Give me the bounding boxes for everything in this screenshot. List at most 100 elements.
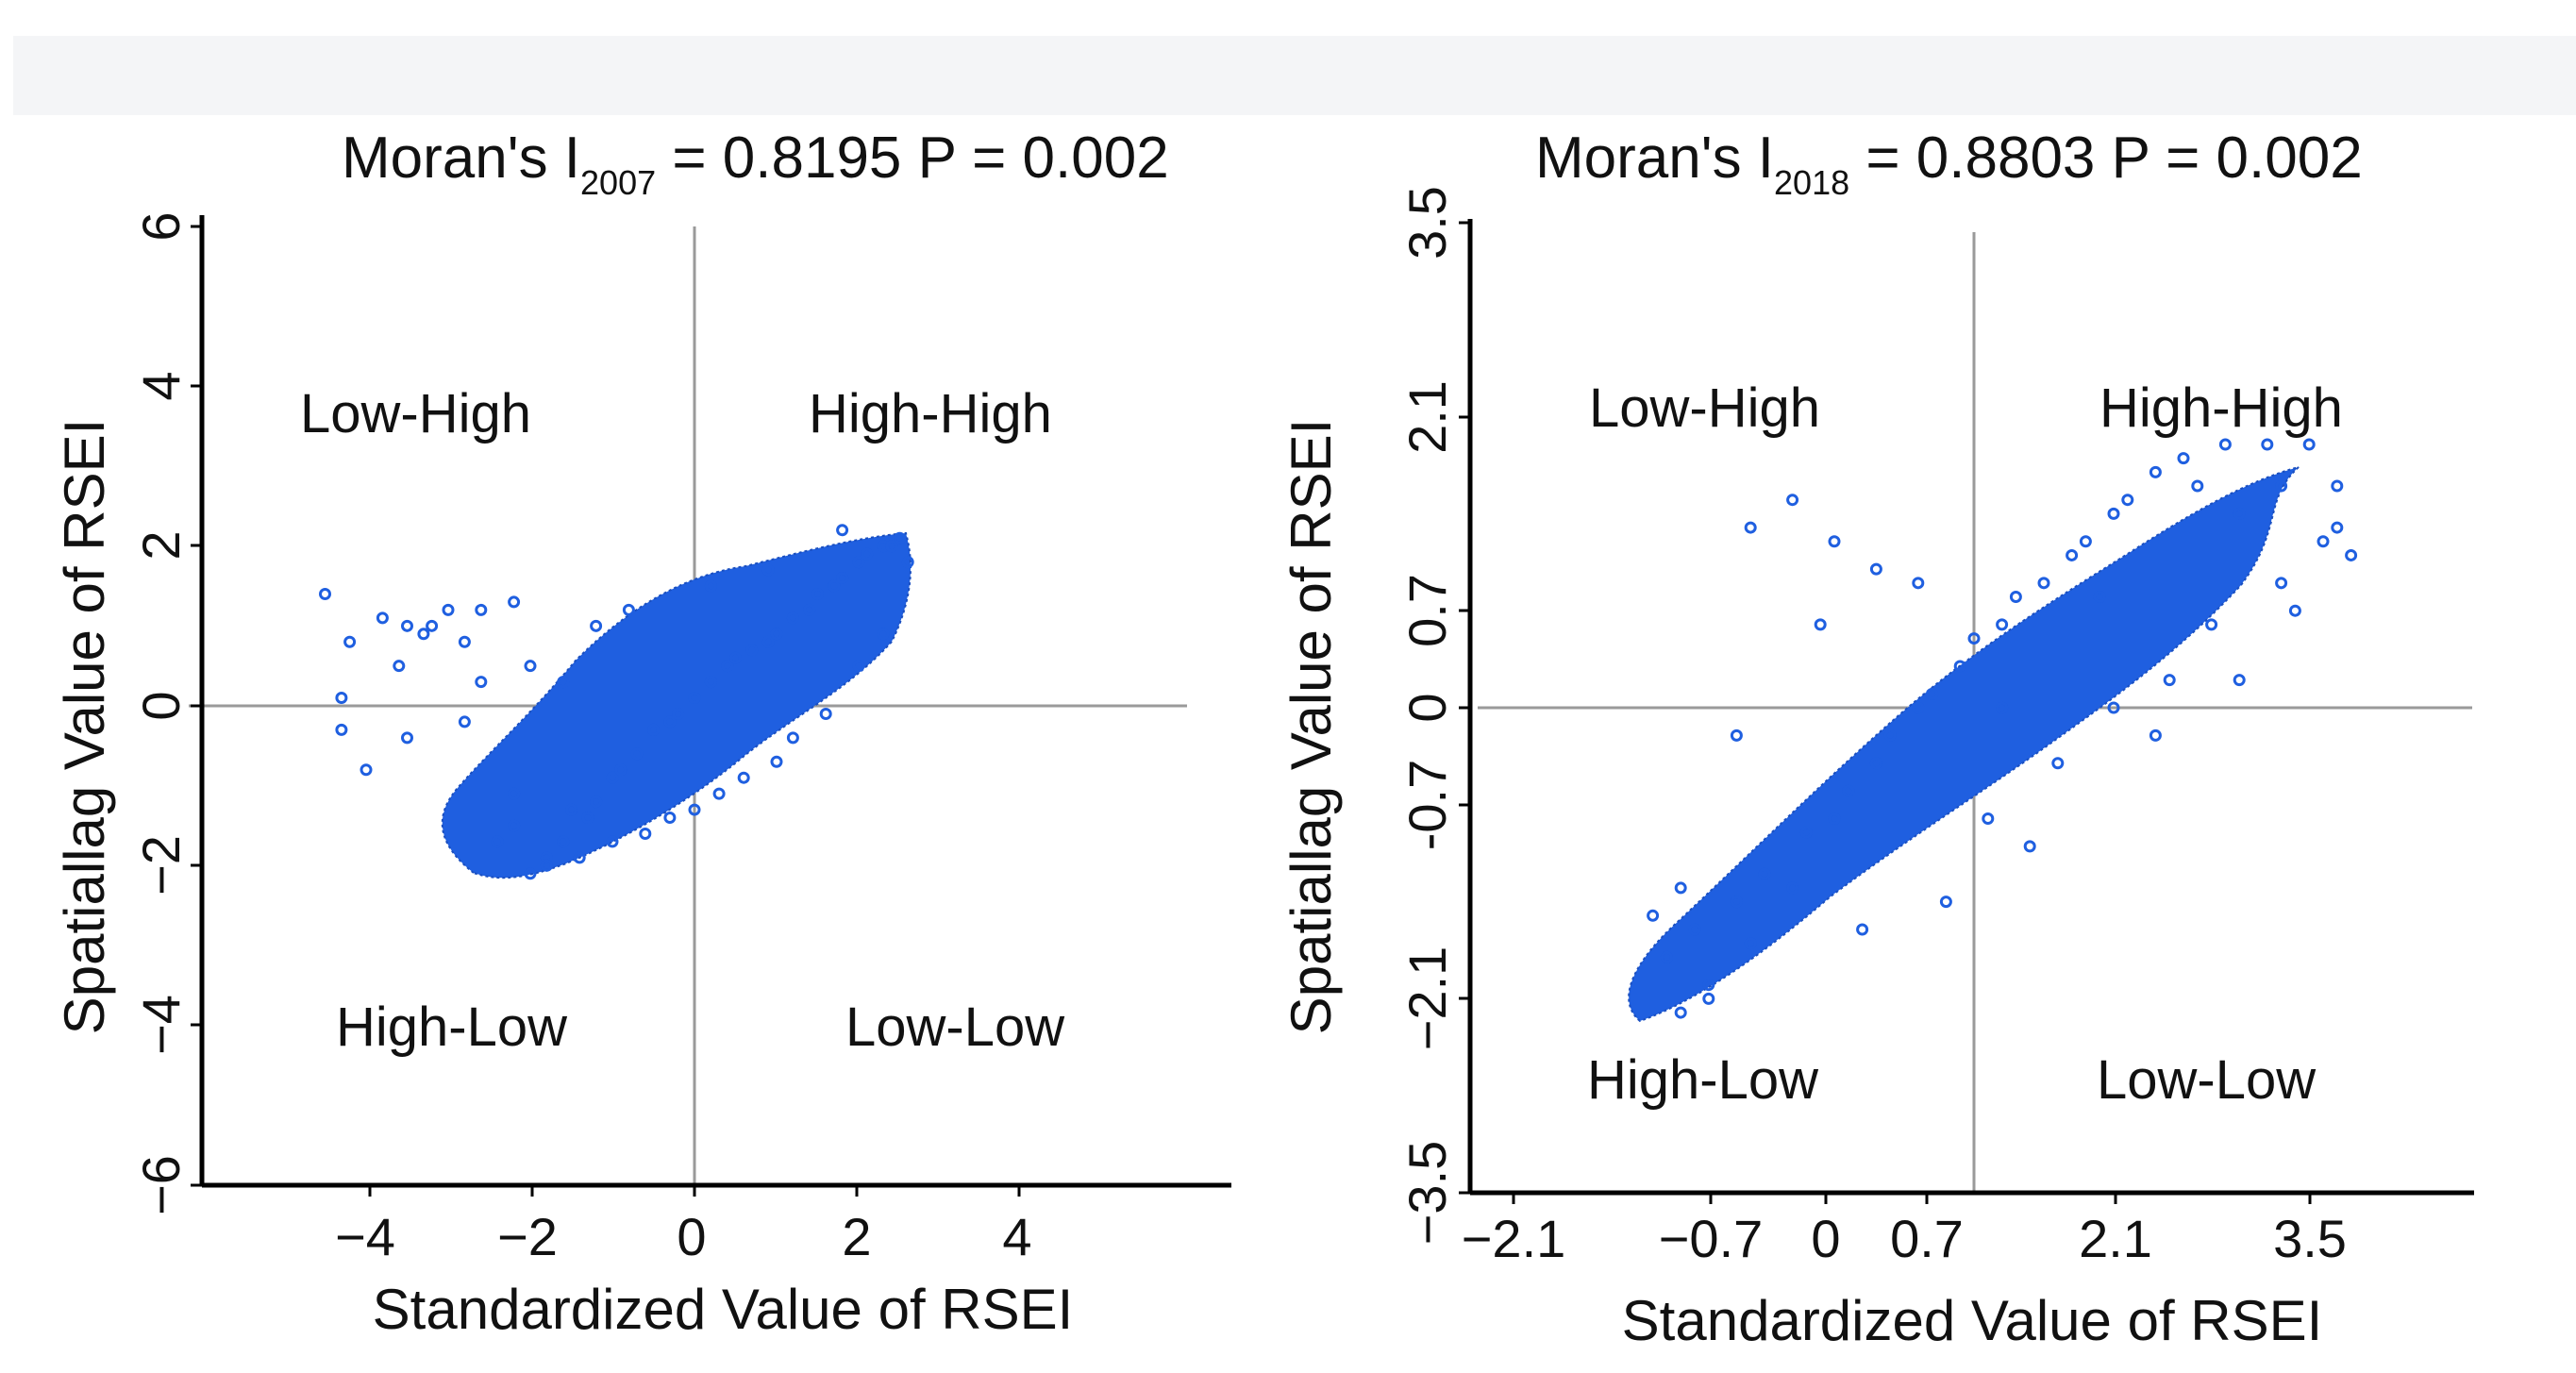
- chart-2007-point: [663, 715, 677, 728]
- chart-2018-point: [1799, 826, 1813, 839]
- chart-2007-quadrant-high-high: High-High: [809, 383, 1052, 444]
- chart-2007-point: [417, 628, 430, 641]
- chart-2018-point: [2009, 591, 2022, 604]
- chart-2007-point: [458, 715, 471, 728]
- chart-2018-point: [2218, 438, 2232, 451]
- chart-2007-point: [630, 747, 644, 761]
- chart-2018-xtick-label: 0: [1811, 1209, 1840, 1268]
- chart-2018-point: [2275, 577, 2288, 590]
- chart-2007-point: [894, 531, 906, 544]
- chart-2018-point: [1869, 562, 1882, 576]
- chart-2018-ytick-label: −2.1: [1397, 946, 1457, 1051]
- chart-2007-point: [770, 755, 783, 768]
- chart-2007-title: Moran's I2007 = 0.8195 P = 0.002: [342, 126, 1169, 202]
- chart-2018-point: [2149, 728, 2162, 742]
- chart-2007-point: [458, 635, 471, 648]
- chart-2007-point: [508, 819, 521, 832]
- chart-2007-point: [426, 619, 439, 632]
- chart-2018-point: [2177, 452, 2190, 465]
- chart-2018-point: [1674, 881, 1687, 895]
- chart-2018-point: [1660, 950, 1673, 963]
- chart-2018-point: [2261, 438, 2274, 451]
- chart-2018-title: Moran's I2018 = 0.8803 P = 0.002: [1535, 126, 2363, 202]
- chart-2018-point: [1883, 728, 1897, 742]
- chart-2007-point: [901, 556, 914, 569]
- chart-2018-quadrant-low-low: Low-Low: [2097, 1049, 2317, 1111]
- chart-2018-point-cloud: [1628, 466, 2300, 1023]
- header-band: [13, 36, 2576, 115]
- chart-2007-point: [647, 723, 660, 736]
- chart-2018-xtick-label: 0.7: [1890, 1209, 1964, 1268]
- chart-2018-point: [2288, 604, 2301, 617]
- chart-2018-xtick-label: 3.5: [2273, 1209, 2347, 1268]
- chart-2018-point: [1828, 812, 1841, 825]
- chart-2007-point: [401, 619, 413, 632]
- chart-2018-point: [1730, 728, 1743, 742]
- chart-2018-point: [2107, 701, 2120, 714]
- chart-2018-point: [1688, 923, 1701, 936]
- chart-2018-point: [1926, 687, 1939, 700]
- chart-2018-ytick-label: −3.5: [1397, 1141, 1457, 1246]
- chart-2018-point: [2051, 757, 2065, 770]
- chart-2007-point: [475, 676, 488, 689]
- chart-2007-point: [343, 635, 357, 648]
- chart-2007-point: [811, 587, 824, 600]
- chart-2018-point: [2302, 438, 2316, 451]
- chart-2018-point: [1842, 784, 1855, 797]
- chart-2007-quadrant-low-high: Low-High: [300, 383, 531, 444]
- chart-2007-point: [590, 619, 603, 632]
- chart-2007-point: [442, 603, 455, 616]
- chart-2007-point: [803, 603, 816, 616]
- chart-2018-point: [1996, 701, 2009, 714]
- chart-2018-point: [2037, 577, 2050, 590]
- chart-2018-point: [1758, 867, 1771, 880]
- chart-2007-point: [606, 771, 619, 784]
- chart-2018-point: [1702, 992, 1715, 1005]
- chart-2018-x-axis-label: Standardized Value of RSEI: [1622, 1289, 2323, 1352]
- chart-2018-point: [1996, 618, 2009, 631]
- chart-2018-point: [1730, 896, 1743, 909]
- chart-2018-point: [1869, 757, 1882, 770]
- chart-2018-point: [1647, 909, 1660, 922]
- chart-2018-point: [2149, 465, 2162, 478]
- chart-2007-ytick-label: −4: [131, 995, 191, 1055]
- chart-2007-xtick-label: −2: [497, 1207, 558, 1266]
- chart-2018-point: [2093, 591, 2106, 604]
- chart-2018-point: [1967, 632, 1981, 645]
- chart-2018-point: [1982, 812, 1995, 825]
- chart-2007-ytick-label: −6: [131, 1155, 191, 1215]
- chart-2007-x-axis-label: Standardized Value of RSEI: [373, 1278, 1074, 1341]
- chart-2018-y-axis-label: Spatiallag Value of RSEI: [1280, 419, 1343, 1035]
- chart-2007-y-axis-label: Spatiallag Value of RSEI: [53, 419, 116, 1035]
- chart-2018-point: [1953, 660, 1966, 673]
- chart-2018-point: [2205, 618, 2218, 631]
- chart-2007-point: [614, 763, 627, 777]
- chart-2007-point: [721, 660, 734, 673]
- chart-2007-point: [376, 611, 389, 625]
- chart-2007-point: [622, 603, 635, 616]
- chart-2007-point: [573, 851, 586, 864]
- chart-2018-ytick-label: 0: [1397, 693, 1457, 722]
- chart-2018-point: [2345, 548, 2358, 561]
- chart-2007-point: [688, 692, 701, 705]
- chart-2007-ytick-label: 4: [131, 371, 191, 400]
- chart-2018-xtick-label: 2.1: [2079, 1209, 2152, 1268]
- chart-2007-point: [745, 644, 759, 657]
- chart-2007-point: [581, 812, 594, 825]
- chart-2007-point: [319, 587, 331, 600]
- chart-2018-point: [2066, 548, 2079, 561]
- chart-2018-point: [1744, 937, 1757, 950]
- chart-2007-xtick-label: 2: [842, 1207, 871, 1266]
- chart-2007-xticks: [368, 1185, 1021, 1197]
- chart-2007-point: [877, 628, 890, 641]
- chart-2018-xtick-label: −0.7: [1659, 1209, 1764, 1268]
- chart-2007-ytick-label: 6: [131, 211, 191, 241]
- chart-2007-quadrant-low-low: Low-Low: [845, 996, 1065, 1058]
- chart-2007-point: [737, 771, 750, 784]
- chart-2007-point: [565, 803, 577, 816]
- chart-2007-point: [836, 572, 849, 585]
- chart-2007-point: [861, 547, 874, 561]
- chart-2007-point: [729, 651, 742, 664]
- chart-2018-quadrant-low-high: Low-High: [1589, 377, 1820, 439]
